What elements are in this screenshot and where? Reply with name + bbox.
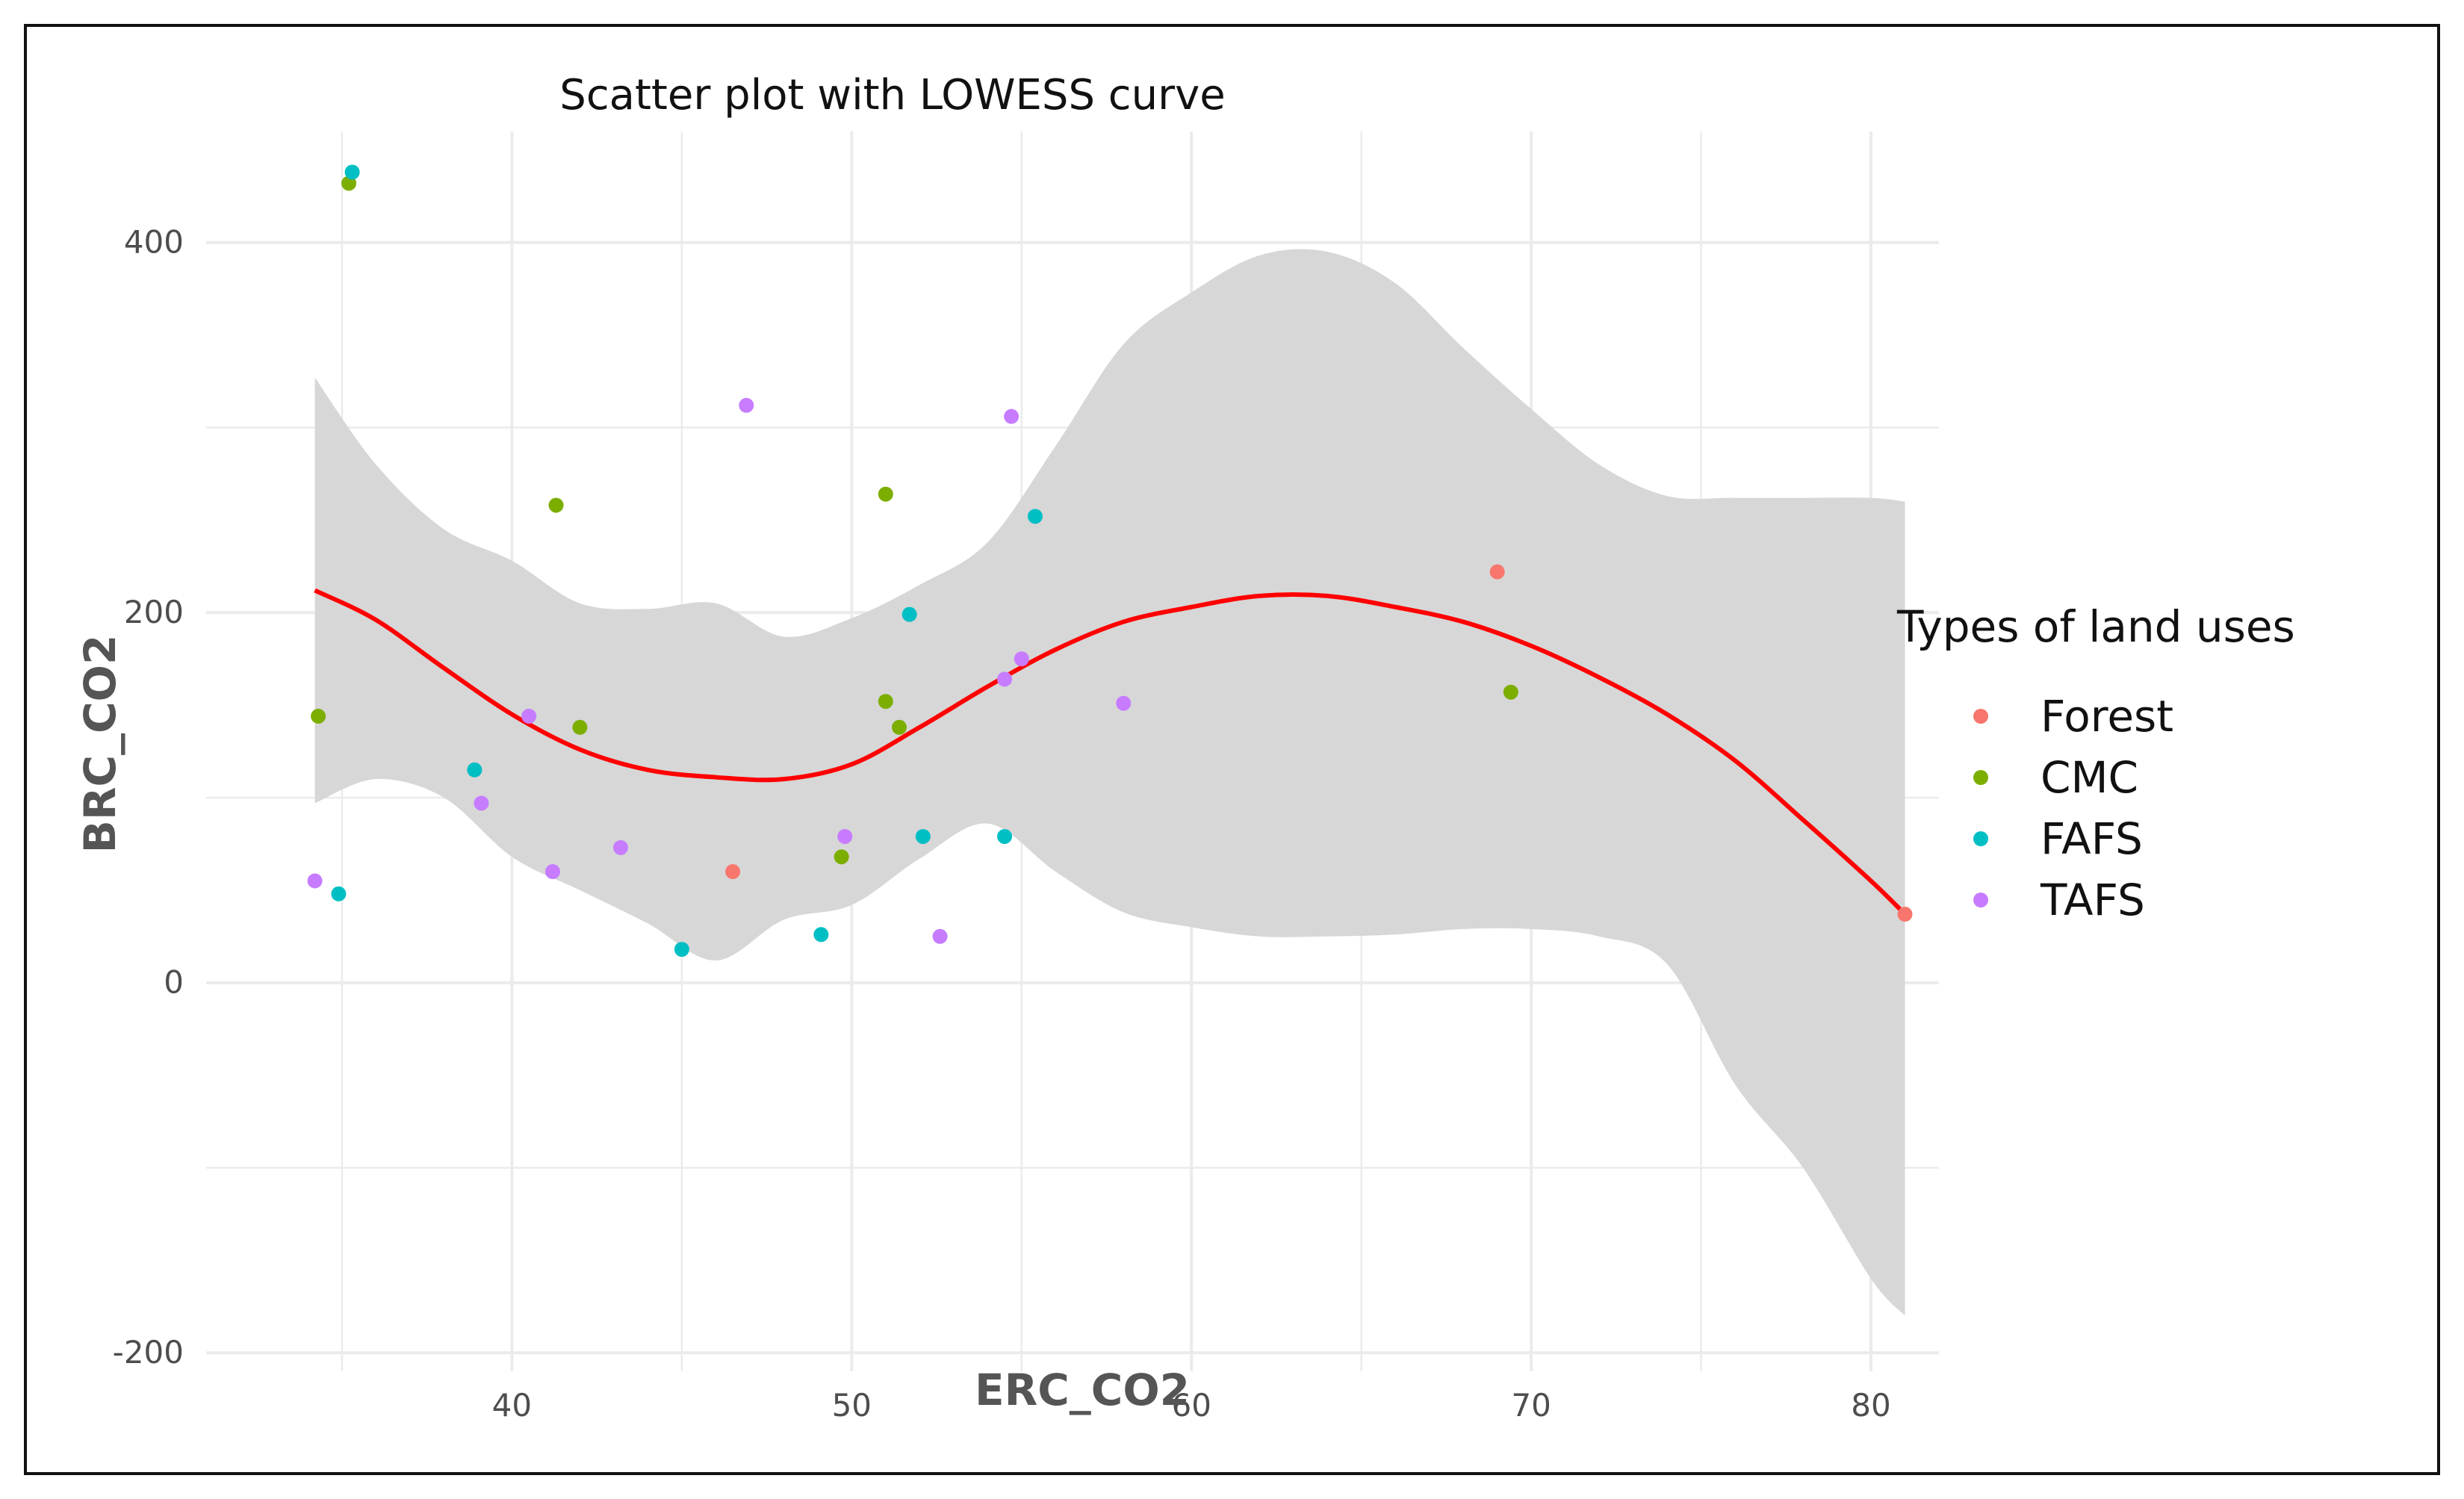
x-tick-label: 60 — [1171, 1387, 1211, 1424]
point-cmc — [311, 708, 326, 724]
point-cmc — [878, 694, 893, 710]
point-tafs — [545, 864, 560, 880]
point-tafs — [932, 928, 948, 944]
point-fafs — [901, 606, 917, 622]
legend-key-fafs — [1973, 831, 1988, 846]
legend-label-forest: Forest — [2041, 691, 2173, 742]
y-tick-label: 0 — [164, 964, 184, 1001]
confidence-band — [314, 249, 1905, 1316]
legend-key-cmc — [1973, 770, 1988, 785]
y-axis-ticks: -200 0 200 400 — [113, 224, 184, 1371]
point-cmc — [878, 486, 893, 502]
point-tafs — [739, 397, 754, 413]
point-tafs — [1014, 651, 1029, 667]
point-forest — [725, 864, 741, 880]
point-fafs — [813, 927, 829, 943]
y-tick-label: 400 — [124, 224, 184, 261]
x-tick-label: 70 — [1511, 1387, 1551, 1424]
point-tafs — [997, 671, 1013, 687]
legend-label-cmc: CMC — [2041, 752, 2138, 803]
x-tick-label: 40 — [492, 1387, 532, 1424]
legend: Types of land uses Forest CMC FAFS TAFS — [1896, 601, 2295, 925]
y-axis-title: BRC_CO2 — [75, 635, 125, 854]
point-fafs — [674, 942, 689, 958]
x-tick-label: 50 — [832, 1387, 872, 1424]
point-cmc — [572, 719, 588, 735]
x-axis-title: ERC_CO2 — [975, 1365, 1190, 1415]
point-tafs — [1116, 695, 1132, 711]
point-tafs — [474, 795, 489, 811]
point-forest — [1489, 564, 1505, 580]
point-tafs — [612, 839, 628, 855]
point-fafs — [915, 828, 931, 844]
ci-band — [314, 249, 1905, 1316]
figure-frame: Scatter plot with LOWESS curve 40 50 60 70 8… — [24, 24, 2440, 1475]
scatter-chart: Scatter plot with LOWESS curve 40 50 60 70 8… — [75, 71, 2295, 1424]
point-fafs — [344, 164, 360, 180]
legend-label-fafs: FAFS — [2041, 813, 2143, 864]
point-cmc — [548, 497, 564, 513]
point-fafs — [1027, 509, 1043, 524]
x-axis-ticks: 40 50 60 70 80 — [492, 1387, 1891, 1424]
point-fafs — [997, 828, 1013, 844]
point-tafs — [521, 708, 537, 724]
point-cmc — [834, 849, 849, 865]
chart-title: Scatter plot with LOWESS curve — [559, 71, 1225, 120]
point-cmc — [892, 719, 907, 735]
legend-key-forest — [1973, 709, 1988, 724]
point-cmc — [1503, 684, 1518, 700]
y-tick-label: -200 — [113, 1334, 184, 1371]
lowess-curve-layer — [314, 588, 1907, 916]
point-fafs — [331, 886, 347, 901]
legend-title: Types of land uses — [1896, 601, 2295, 652]
point-tafs — [1004, 409, 1020, 424]
x-tick-label: 80 — [1851, 1387, 1890, 1424]
data-points — [307, 164, 1913, 958]
legend-key-tafs — [1973, 893, 1988, 907]
lowess-curve — [314, 588, 1907, 916]
point-fafs — [467, 762, 482, 778]
legend-label-tafs: TAFS — [2040, 875, 2145, 925]
y-tick-label: 200 — [124, 594, 184, 630]
point-tafs — [307, 873, 323, 889]
point-forest — [1897, 907, 1913, 922]
point-tafs — [837, 828, 853, 844]
